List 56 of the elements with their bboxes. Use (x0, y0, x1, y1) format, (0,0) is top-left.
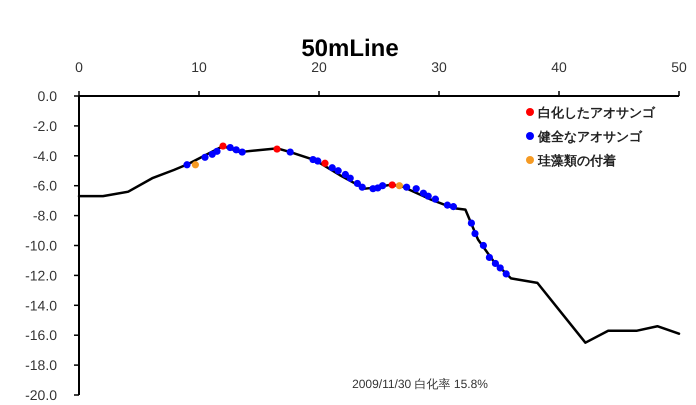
y-tick-label: -6.0 (32, 178, 58, 194)
point (201, 154, 209, 161)
y-tick-label: -10.0 (25, 238, 58, 254)
y-tick-label: -8.0 (32, 208, 58, 224)
legend-label: 白化したアオサンゴ (538, 105, 656, 120)
y-tick-label: -18.0 (25, 357, 58, 374)
point (432, 196, 439, 203)
y-tick-label: -20.0 (25, 387, 58, 403)
point (321, 160, 329, 167)
x-tick-label: 50 (671, 59, 687, 75)
point (354, 180, 361, 188)
point (424, 192, 432, 200)
point (183, 161, 191, 168)
point (471, 230, 479, 238)
annotation: 2009/11/30 白化率 15.8% (352, 377, 488, 391)
x-tick-label: 0 (75, 59, 84, 75)
point (273, 145, 281, 153)
x-tick-label: 30 (431, 59, 447, 75)
point (486, 254, 493, 262)
point (379, 182, 386, 190)
y-tick-label: -12.0 (25, 267, 58, 284)
point (192, 161, 199, 168)
point (334, 167, 342, 174)
point (286, 148, 294, 156)
point (342, 170, 349, 178)
y-tick-label: -4.0 (32, 148, 58, 164)
point (219, 142, 227, 150)
point (492, 260, 499, 268)
point (412, 185, 420, 192)
point (403, 184, 410, 191)
point (213, 148, 221, 155)
point (238, 148, 246, 156)
point (496, 264, 504, 272)
point (358, 184, 366, 191)
legend-label: 健全なアオサンゴ (537, 129, 643, 144)
point (468, 219, 475, 227)
point (328, 164, 336, 172)
legend-label: 珪藻類の付着 (537, 153, 616, 168)
y-tick-label: 0.0 (38, 88, 58, 104)
point (502, 270, 510, 278)
point (346, 174, 354, 182)
point (388, 181, 396, 189)
y-tick-label: -14.0 (25, 297, 58, 314)
y-tick-label: -2.0 (32, 118, 58, 134)
x-tick-label: 40 (551, 59, 567, 75)
x-tick-label: 20 (311, 59, 327, 75)
point (444, 202, 451, 209)
point (226, 144, 234, 152)
point (480, 242, 487, 250)
x-tick-label: 10 (191, 59, 207, 75)
point (450, 203, 457, 210)
y-tick-label: -16.0 (25, 327, 58, 344)
point (396, 182, 403, 190)
chart-title: 50mLine (301, 35, 399, 62)
point (232, 146, 240, 154)
point (314, 157, 322, 165)
